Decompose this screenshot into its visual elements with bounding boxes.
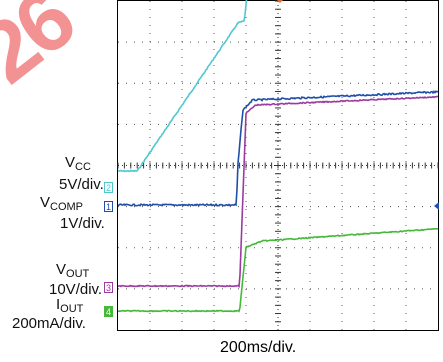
iout-label: IOUT bbox=[56, 296, 84, 315]
trace-vout bbox=[118, 95, 439, 288]
vout-scale-label: 10V/div. bbox=[49, 281, 103, 298]
x-axis-label: 200ms/div. bbox=[220, 339, 297, 356]
ch3-marker: 3 bbox=[104, 282, 113, 293]
vcc-label: VCC bbox=[65, 154, 91, 173]
iout-scale-label: 200mA/div. bbox=[12, 315, 86, 332]
ch4-marker: 4 bbox=[104, 306, 113, 317]
trigger-level-marker bbox=[434, 202, 439, 210]
vcomp-label: VCOMP bbox=[40, 194, 84, 213]
vout-label: VOUT bbox=[56, 261, 90, 280]
trigger-marker bbox=[277, 0, 283, 3]
ch2-marker: 2 bbox=[104, 182, 113, 193]
trace-vcomp bbox=[117, 90, 439, 207]
ch1-marker: 1 bbox=[104, 201, 113, 212]
vcomp-scale-label: 1V/div. bbox=[60, 215, 105, 232]
trace-vcc bbox=[117, 0, 248, 173]
trace-iout bbox=[117, 227, 439, 313]
vcc-scale-label: 5V/div. bbox=[59, 176, 104, 193]
